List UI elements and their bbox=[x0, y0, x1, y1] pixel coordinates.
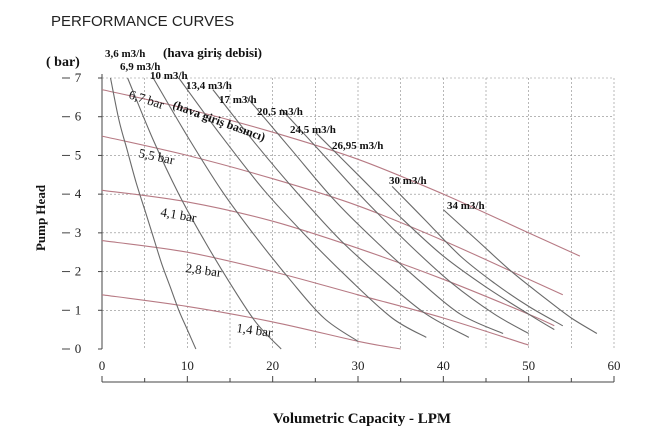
grid bbox=[102, 77, 615, 349]
axes: 0 1 2 3 4 5 6 7 0 10 20 30 40 50 60 bbox=[62, 70, 621, 383]
flow-curve bbox=[212, 89, 470, 338]
y-tick-label: 3 bbox=[75, 225, 82, 240]
flow-series-label: 34 m3/h bbox=[447, 200, 485, 212]
flow-curve bbox=[246, 97, 504, 335]
pressure-curve bbox=[101, 135, 564, 296]
pressure-series-label: 5,5 bar bbox=[137, 145, 176, 167]
x-tick-label: 40 bbox=[437, 358, 450, 373]
flow-series-label: 3,6 m3/h bbox=[105, 48, 145, 60]
x-tick-label: 30 bbox=[352, 358, 365, 373]
curve-labels: 3,6 m3/h6,9 m3/h10 m3/h13,4 m3/h17 m3/h2… bbox=[105, 45, 485, 340]
flow-curve bbox=[442, 209, 598, 334]
y-tick-label: 2 bbox=[75, 264, 82, 279]
pressure-curves bbox=[101, 89, 581, 350]
pressure-curve bbox=[101, 240, 529, 346]
chart-heading: PERFORMANCE CURVES bbox=[51, 13, 234, 30]
flow-series-label: 20,5 m3/h bbox=[257, 106, 303, 118]
flow-curve bbox=[178, 77, 427, 338]
flow-series-label: 13,4 m3/h bbox=[186, 80, 232, 92]
flow-curves bbox=[109, 77, 598, 350]
y-tick-label: 4 bbox=[75, 186, 82, 201]
flow-curve bbox=[109, 77, 197, 350]
flow-curve bbox=[152, 77, 359, 342]
flow-series-label: 6,9 m3/h bbox=[120, 61, 160, 73]
y-tick-label: 7 bbox=[75, 70, 82, 85]
flow-series-label: 24,5 m3/h bbox=[290, 124, 336, 136]
pressure-curve bbox=[101, 89, 581, 257]
flow-curve bbox=[391, 186, 564, 327]
pressure-curve bbox=[101, 294, 401, 350]
flow-curve bbox=[314, 131, 555, 331]
x-tick-label: 20 bbox=[266, 358, 279, 373]
pressure-series-label: 2,8 bar bbox=[185, 260, 223, 280]
flow-curve bbox=[127, 77, 282, 350]
pressure-series-label: 1,4 bar bbox=[236, 320, 274, 340]
flow-series-label: 10 m3/h bbox=[150, 70, 188, 82]
x-tick-label: 60 bbox=[608, 358, 621, 373]
x-axis-label: Volumetric Capacity - LPM bbox=[273, 411, 451, 427]
pressure-curve bbox=[101, 189, 555, 327]
flow-series-label: 26,95 m3/h bbox=[332, 140, 383, 152]
y-tick-label: 0 bbox=[75, 341, 82, 356]
x-tick-label: 50 bbox=[522, 358, 535, 373]
flow-title-annotation: (hava giriş debisi) bbox=[163, 45, 262, 60]
flow-series-label: 17 m3/h bbox=[219, 94, 257, 106]
y-tick-label: 6 bbox=[75, 109, 82, 124]
x-tick-label: 10 bbox=[181, 358, 194, 373]
flow-series-label: 30 m3/h bbox=[389, 175, 427, 187]
y-axis-label: Pump Head bbox=[33, 184, 48, 251]
y-tick-label: 5 bbox=[75, 147, 82, 162]
y-tick-label: 1 bbox=[75, 302, 82, 317]
pressure-series-label: 4,1 bar bbox=[159, 204, 198, 225]
flow-curve bbox=[280, 108, 529, 334]
x-tick-label: 0 bbox=[99, 358, 106, 373]
y-unit-label: ( bar) bbox=[46, 55, 80, 70]
